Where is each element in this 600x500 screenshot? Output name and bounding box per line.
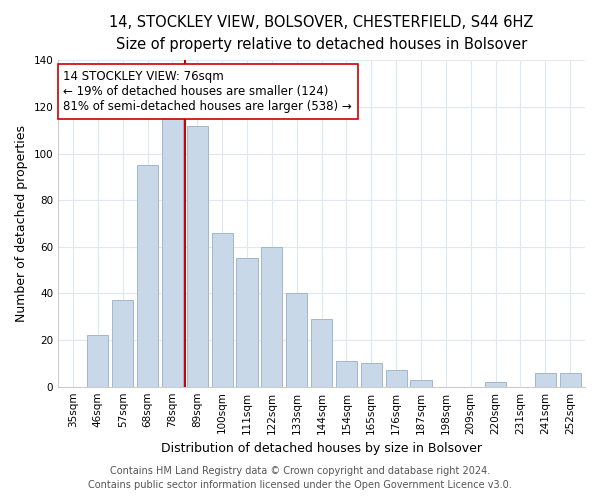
- Bar: [262, 247, 283, 386]
- Bar: [386, 370, 407, 386]
- X-axis label: Distribution of detached houses by size in Bolsover: Distribution of detached houses by size …: [161, 442, 482, 455]
- Bar: [88, 336, 109, 386]
- Text: 14 STOCKLEY VIEW: 76sqm
← 19% of detached houses are smaller (124)
81% of semi-d: 14 STOCKLEY VIEW: 76sqm ← 19% of detache…: [64, 70, 352, 113]
- Y-axis label: Number of detached properties: Number of detached properties: [15, 125, 28, 322]
- Bar: [311, 319, 332, 386]
- Bar: [112, 300, 133, 386]
- Bar: [286, 294, 307, 386]
- Bar: [236, 258, 257, 386]
- Bar: [187, 126, 208, 386]
- Bar: [336, 361, 357, 386]
- Text: Contains HM Land Registry data © Crown copyright and database right 2024.
Contai: Contains HM Land Registry data © Crown c…: [88, 466, 512, 490]
- Bar: [535, 372, 556, 386]
- Bar: [361, 364, 382, 386]
- Bar: [212, 233, 233, 386]
- Bar: [485, 382, 506, 386]
- Bar: [410, 380, 431, 386]
- Title: 14, STOCKLEY VIEW, BOLSOVER, CHESTERFIELD, S44 6HZ
Size of property relative to : 14, STOCKLEY VIEW, BOLSOVER, CHESTERFIEL…: [109, 15, 534, 52]
- Bar: [162, 112, 183, 386]
- Bar: [560, 372, 581, 386]
- Bar: [137, 165, 158, 386]
